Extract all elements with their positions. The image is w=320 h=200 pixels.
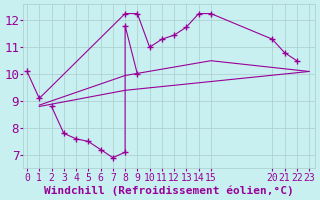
X-axis label: Windchill (Refroidissement éolien,°C): Windchill (Refroidissement éolien,°C) — [44, 185, 294, 196]
